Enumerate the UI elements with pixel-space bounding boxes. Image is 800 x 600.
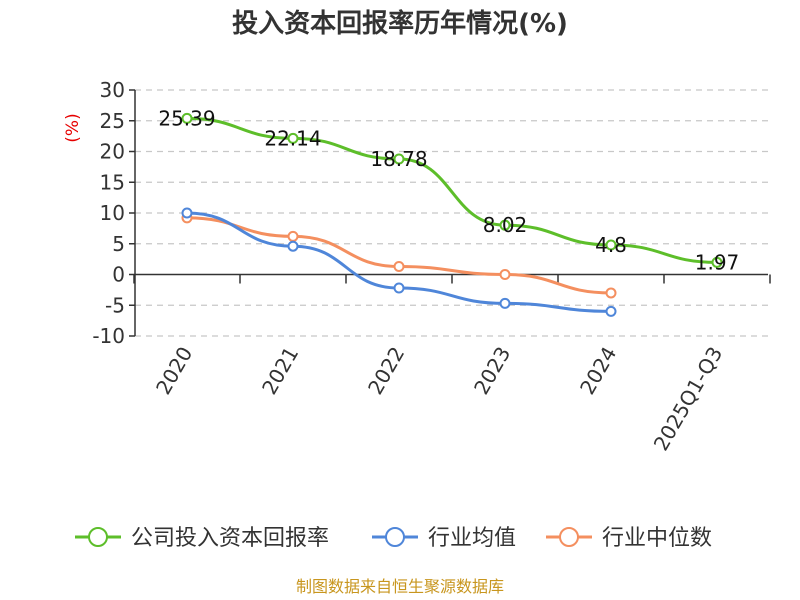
data-point — [605, 287, 617, 299]
data-point — [499, 297, 511, 309]
legend-label: 行业中位数 — [602, 526, 712, 551]
data-label: 1.97 — [695, 250, 740, 274]
data-point — [181, 112, 193, 124]
y-tick-label: 15 — [100, 170, 125, 194]
x-tick-label: 2020 — [151, 343, 197, 399]
chart-title: 投入资本回报率历年情况(%) — [232, 8, 568, 39]
data-point — [605, 305, 617, 317]
y-tick-label: -10 — [92, 324, 125, 348]
y-axis-unit: (%) — [63, 113, 83, 142]
legend-swatch-marker — [88, 527, 108, 547]
data-point — [287, 132, 299, 144]
y-tick-label: 20 — [100, 140, 125, 164]
legend-label: 公司投入资本回报率 — [131, 526, 329, 551]
series-line-0 — [186, 116, 718, 264]
data-point — [393, 282, 405, 294]
data-point — [287, 240, 299, 252]
data-label: 22.14 — [264, 126, 321, 150]
y-tick-label: 25 — [100, 109, 125, 133]
data-label: 4.8 — [595, 233, 627, 257]
y-tick-label: 10 — [100, 201, 125, 225]
data-labels: 25.39 22.14 18.78 8.02 4.8 1.97 — [158, 106, 739, 274]
data-point — [499, 219, 511, 231]
data-point — [287, 230, 299, 242]
y-tick-label: 30 — [100, 78, 125, 102]
legend-swatch-marker — [559, 527, 579, 547]
series-group — [181, 112, 723, 317]
y-tick-label: 0 — [112, 263, 125, 287]
data-point — [711, 256, 723, 268]
data-point — [393, 261, 405, 273]
y-tick-label: 5 — [112, 232, 125, 256]
legend: 公司投入资本回报率 行业均值 行业中位数 — [75, 526, 712, 551]
x-tick-label: 2022 — [363, 343, 409, 399]
data-label: 25.39 — [158, 106, 215, 130]
data-point — [393, 153, 405, 165]
legend-label: 行业均值 — [428, 526, 516, 551]
x-axis-ticks: 2020 2021 2022 2023 2024 2025Q1-Q3 — [133, 274, 771, 455]
x-tick-label: 2023 — [469, 343, 515, 399]
data-point — [499, 269, 511, 280]
series-line-2 — [186, 216, 612, 295]
source-note: 制图数据来自恒生聚源数据库 — [296, 577, 504, 596]
legend-swatch-marker — [385, 527, 405, 547]
data-label: 18.78 — [370, 147, 427, 171]
x-tick-label: 2021 — [257, 343, 303, 399]
x-tick-label: 2025Q1-Q3 — [649, 343, 728, 455]
data-label: 8.02 — [483, 213, 528, 237]
data-point — [181, 207, 193, 219]
grid-lines — [135, 89, 768, 337]
data-point — [605, 239, 617, 251]
y-tick-label: -5 — [105, 293, 125, 317]
x-tick-label: 2024 — [575, 343, 621, 399]
y-axis-ticks: 30 25 20 15 10 5 0 -5 -10 — [92, 78, 136, 348]
